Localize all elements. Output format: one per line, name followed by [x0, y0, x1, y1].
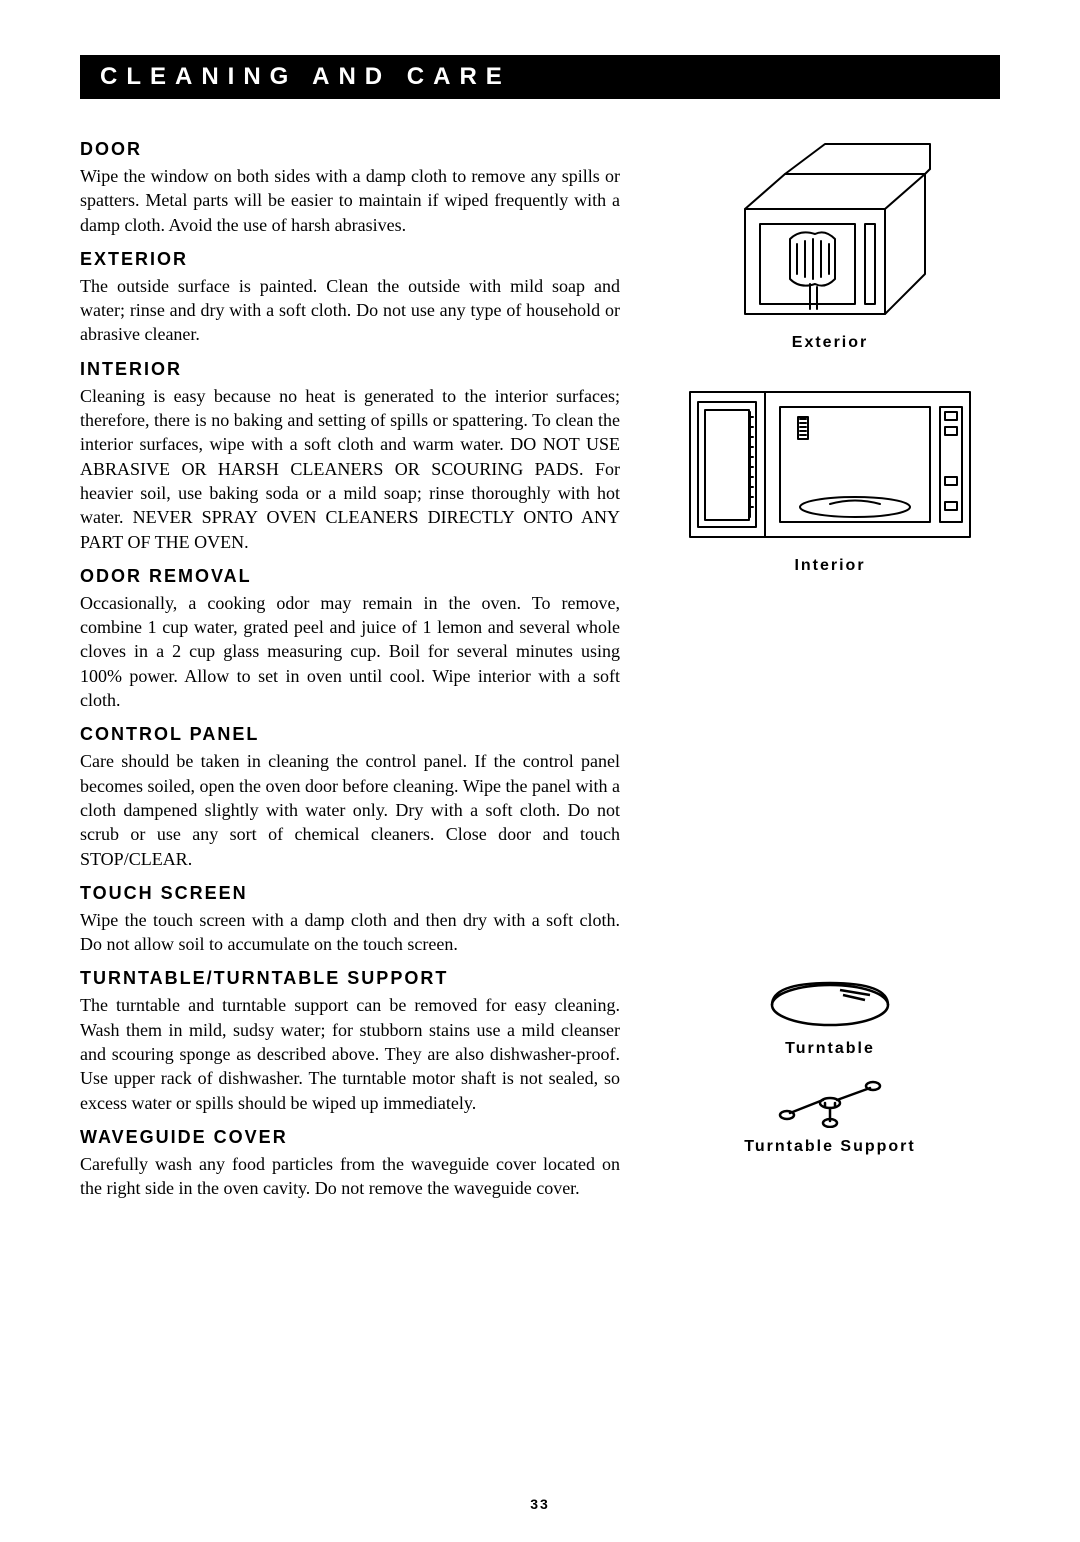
figure-turntable-support: Turntable Support — [744, 1073, 915, 1156]
text-interior: Cleaning is easy because no heat is gene… — [80, 384, 620, 554]
text-exterior: The outside surface is painted. Clean th… — [80, 274, 620, 347]
figure-turntable: Turntable — [765, 965, 895, 1058]
page-title: CLEANING AND CARE — [100, 63, 980, 91]
heading-interior: INTERIOR — [80, 359, 620, 380]
text-touch: Wipe the touch screen with a damp cloth … — [80, 908, 620, 957]
caption-turntable: Turntable — [785, 1040, 875, 1058]
caption-exterior: Exterior — [792, 334, 868, 352]
page-number: 33 — [530, 1496, 550, 1512]
figure-exterior: Exterior — [725, 139, 935, 352]
microwave-exterior-icon — [725, 139, 935, 324]
heading-door: DOOR — [80, 139, 620, 160]
caption-interior: Interior — [794, 557, 865, 575]
header-bar: CLEANING AND CARE — [80, 55, 1000, 99]
heading-turntable: TURNTABLE/TURNTABLE SUPPORT — [80, 968, 620, 989]
microwave-interior-icon — [680, 382, 980, 547]
heading-exterior: EXTERIOR — [80, 249, 620, 270]
text-door: Wipe the window on both sides with a dam… — [80, 164, 620, 237]
caption-support: Turntable Support — [744, 1138, 915, 1156]
text-waveguide: Carefully wash any food particles from t… — [80, 1152, 620, 1201]
turntable-icon — [765, 965, 895, 1030]
heading-touch: TOUCH SCREEN — [80, 883, 620, 904]
figure-interior: Interior — [680, 382, 980, 575]
text-turntable: The turntable and turntable support can … — [80, 993, 620, 1114]
text-control: Care should be taken in cleaning the con… — [80, 749, 620, 870]
heading-control: CONTROL PANEL — [80, 724, 620, 745]
content-columns: DOOR Wipe the window on both sides with … — [80, 139, 1000, 1209]
text-column: DOOR Wipe the window on both sides with … — [80, 139, 620, 1209]
heading-waveguide: WAVEGUIDE COVER — [80, 1127, 620, 1148]
figure-column: Exterior — [660, 139, 1000, 1209]
turntable-support-icon — [775, 1073, 885, 1128]
text-odor: Occasionally, a cooking odor may remain … — [80, 591, 620, 712]
heading-odor: ODOR REMOVAL — [80, 566, 620, 587]
